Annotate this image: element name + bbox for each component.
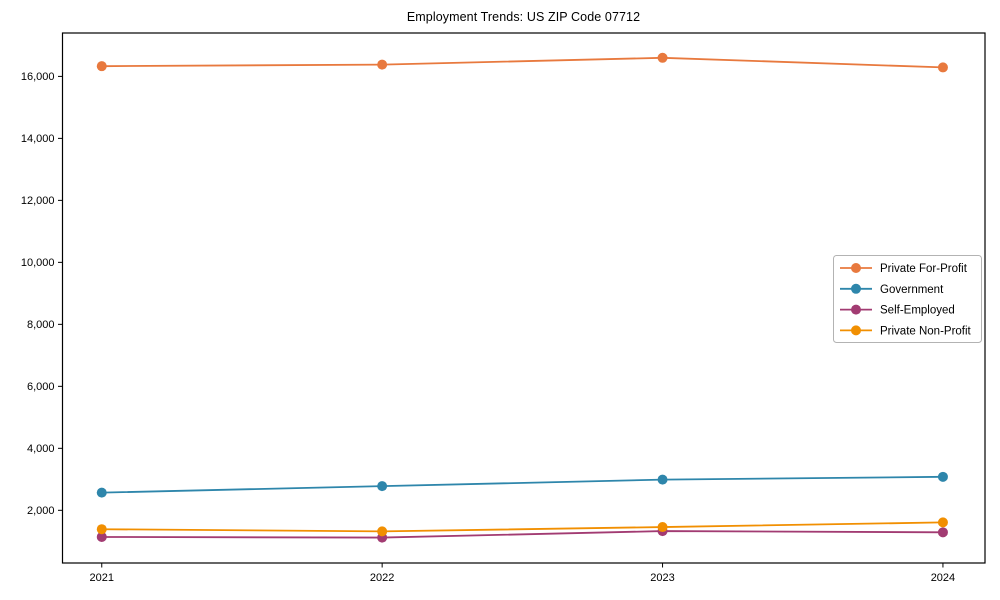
legend-label-private-for-profit: Private For-Profit (880, 263, 968, 275)
data-point-private-non-profit-2022 (377, 526, 388, 537)
legend-label-self-employed: Self-Employed (880, 305, 955, 317)
data-point-private-for-profit-2024 (937, 62, 948, 73)
data-point-government-2021 (96, 487, 107, 498)
data-point-government-2023 (657, 474, 668, 485)
y-axis-tick-label: 14,000 (21, 133, 55, 145)
legend-box (833, 255, 982, 343)
y-axis-tick-label: 2,000 (27, 505, 55, 517)
data-point-self-employed-2021 (96, 531, 107, 542)
legend-marker-icon-private-non-profit (851, 325, 861, 336)
plot-area-border (61, 32, 986, 564)
data-point-government-2022 (377, 481, 388, 492)
x-axis-tick-label: 2022 (370, 572, 394, 584)
data-point-private-non-profit-2023 (657, 522, 668, 533)
y-axis-tick-label: 16,000 (21, 71, 55, 83)
series-line-private-non-profit (101, 521, 943, 533)
data-point-private-non-profit-2021 (96, 524, 107, 535)
data-point-private-for-profit-2022 (377, 59, 388, 70)
y-axis-tick-label: 6,000 (27, 381, 55, 393)
data-point-government-2024 (937, 471, 948, 482)
data-point-self-employed-2024 (937, 527, 948, 538)
y-axis-tick-label: 8,000 (27, 319, 55, 331)
legend-label-private-non-profit: Private Non-Profit (880, 325, 972, 337)
x-axis-tick-label: 2024 (931, 572, 955, 584)
data-point-private-for-profit-2023 (657, 52, 668, 63)
y-axis-tick-label: 4,000 (27, 443, 55, 455)
legend-label-government: Government (880, 284, 944, 296)
x-axis-tick-label: 2021 (90, 572, 114, 584)
x-axis-tick-label: 2023 (650, 572, 674, 584)
legend-marker-icon-government (851, 283, 861, 294)
chart-title: Employment Trends: US ZIP Code 07712 (406, 10, 641, 24)
data-point-private-non-profit-2024 (937, 517, 948, 528)
legend-marker-icon-self-employed (851, 304, 861, 315)
series-line-government (101, 475, 943, 494)
legend-marker-icon-private-for-profit (851, 263, 861, 273)
series-line-self-employed (101, 530, 943, 539)
y-axis-tick-label: 10,000 (21, 257, 55, 269)
data-point-private-for-profit-2021 (96, 61, 107, 72)
y-axis-tick-label: 12,000 (21, 195, 55, 207)
series-line-private-for-profit (101, 56, 943, 69)
